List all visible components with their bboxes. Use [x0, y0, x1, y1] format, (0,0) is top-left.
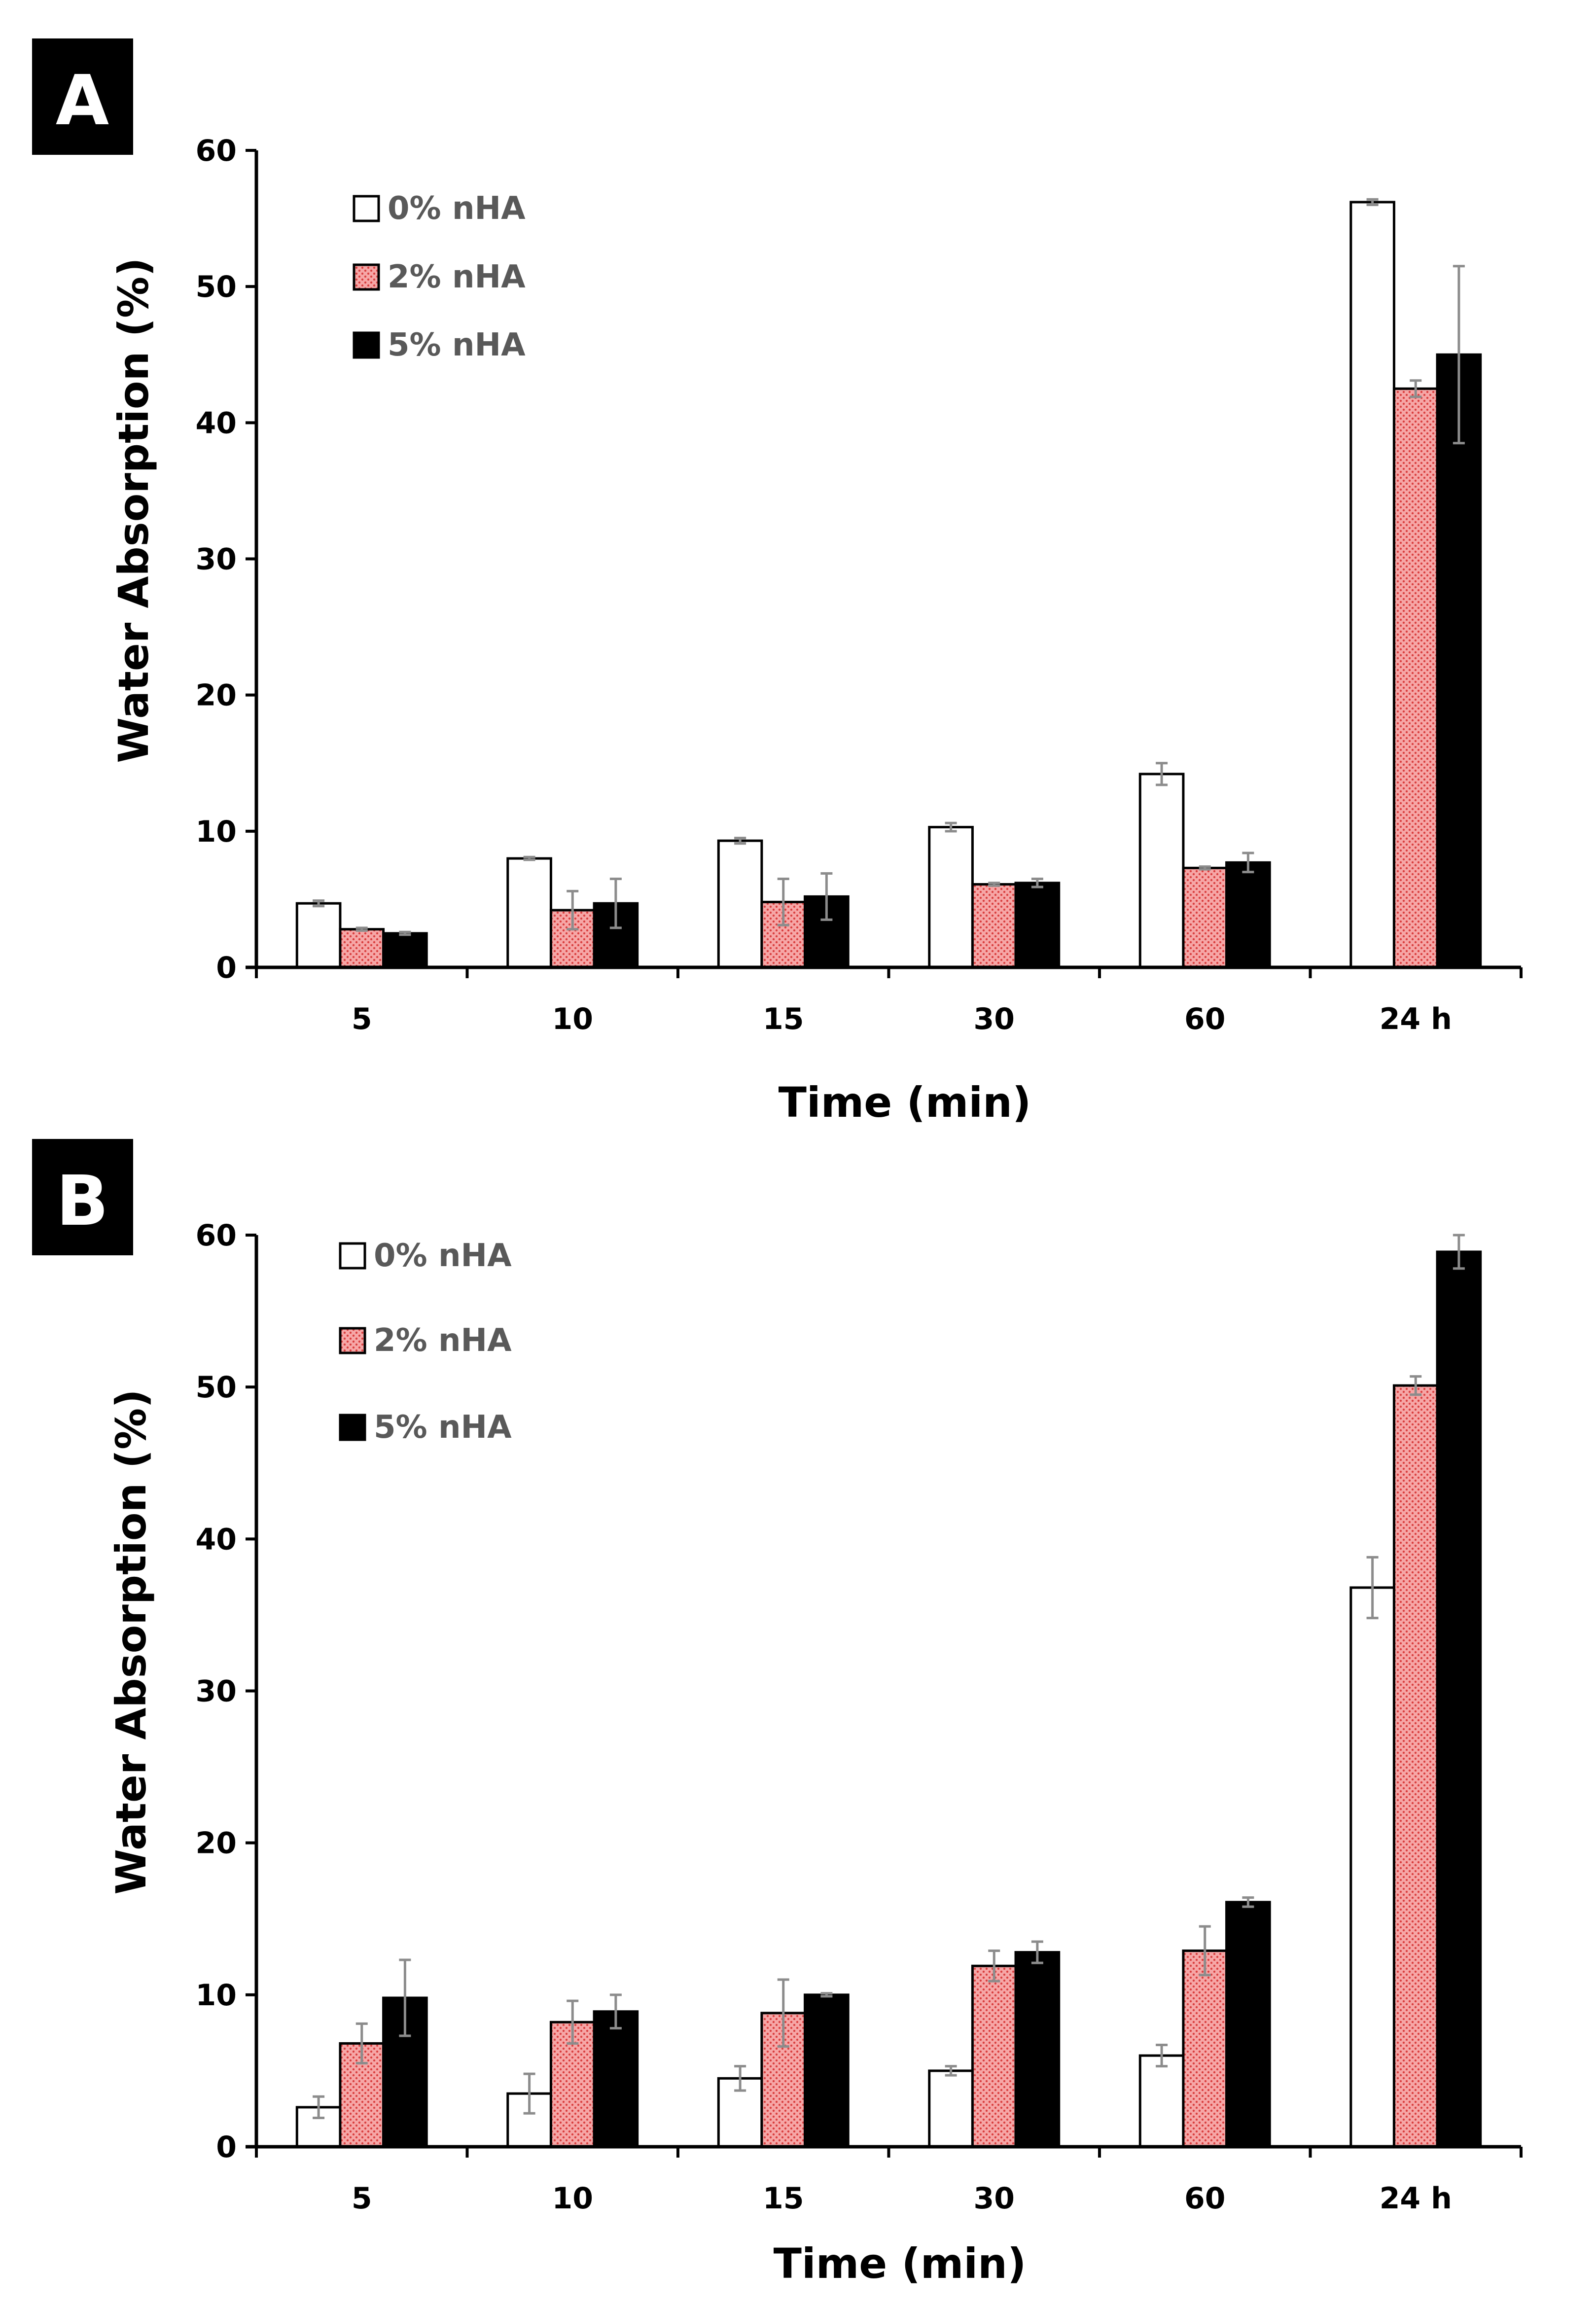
bar-b-5pct-2	[804, 1993, 850, 2148]
y-tick-label-a-5: 50	[196, 270, 237, 304]
x-tick-label-a-5: 24 h	[1380, 1002, 1452, 1036]
y-tick-label-b-4: 40	[196, 1522, 237, 1557]
y-tick-label-a-6: 60	[196, 134, 237, 168]
bar-a-2pct-3	[971, 883, 1017, 969]
chart-panel-a: A 0 10 20 30 40 50 60 5 10 15 30 60 24 h 0% nHA 2% nHA…	[32, 38, 1523, 1127]
bar-a-0pct-5	[1349, 201, 1395, 969]
legend-swatch-b-0pct	[339, 1242, 366, 1270]
bar-b-2pct-3	[971, 1964, 1017, 2148]
panel-label-a-text: A	[56, 61, 109, 141]
y-tick-label-b-3: 30	[196, 1674, 237, 1709]
plot-area-b: 0 10 20 30 40 50 60 5 10 15 30 60 24 h 0% nHA 2% nHA 5%…	[196, 1218, 1523, 2216]
legend-swatch-a-5pct	[353, 331, 380, 359]
x-tick-label-b-5: 24 h	[1380, 2181, 1452, 2216]
x-tick-label-b-1: 10	[552, 2181, 594, 2216]
x-tick-label-a-3: 30	[974, 1002, 1015, 1036]
bar-a-0pct-3	[928, 826, 974, 969]
bar-b-0pct-4	[1138, 2054, 1185, 2148]
y-tick-label-b-5: 50	[196, 1370, 237, 1405]
y-tick-label-a-1: 10	[196, 815, 237, 849]
bar-a-5pct-4	[1225, 861, 1271, 969]
x-tick-label-a-0: 5	[352, 1002, 372, 1036]
bar-a-0pct-4	[1138, 773, 1185, 969]
y-tick-label-b-6: 60	[196, 1218, 237, 1253]
bar-b-5pct-3	[1014, 1951, 1061, 2148]
plot-area-a: 0 10 20 30 40 50 60 5 10 15 30 60 24 h 0% nHA 2% nHA 5%…	[196, 134, 1523, 1036]
bar-a-5pct-0	[382, 932, 428, 969]
legend-label-b-2pct: 2% nHA	[374, 1322, 512, 1359]
panel-label-a: A	[32, 38, 133, 155]
x-tick-label-a-2: 15	[763, 1002, 804, 1036]
bar-b-5pct-0	[382, 1996, 428, 2148]
y-axis-title-a: Water Absorption (%)	[109, 257, 158, 763]
bar-b-5pct-4	[1225, 1901, 1271, 2148]
bar-b-2pct-5	[1392, 1384, 1439, 2148]
x-tick-label-b-2: 15	[763, 2181, 804, 2216]
panel-label-b: B	[32, 1139, 133, 1255]
panel-label-a-box	[32, 38, 133, 155]
bar-a-0pct-2	[717, 839, 763, 969]
y-tick-label-a-2: 20	[196, 678, 237, 713]
bar-a-5pct-5	[1436, 353, 1482, 969]
x-tick-label-b-0: 5	[352, 2181, 372, 2216]
legend-swatch-b-2pct	[339, 1327, 366, 1354]
x-tick-label-b-4: 60	[1184, 2181, 1226, 2216]
legend-swatch-a-2pct	[353, 263, 380, 291]
bar-b-0pct-5	[1349, 1586, 1395, 2148]
x-tick-label-b-3: 30	[974, 2181, 1015, 2216]
y-axis-title-b: Water Absorption (%)	[107, 1389, 155, 1894]
y-tick-label-b-0: 0	[216, 2130, 237, 2164]
x-axis-title-b: Time (min)	[774, 2239, 1027, 2288]
bar-b-5pct-5	[1436, 1250, 1482, 2148]
y-tick-label-b-1: 10	[196, 1978, 237, 2013]
bar-a-0pct-1	[506, 857, 552, 969]
legend-label-a-5pct: 5% nHA	[388, 327, 526, 363]
bar-a-5pct-3	[1014, 882, 1061, 969]
panel-label-b-box	[32, 1139, 133, 1255]
chart-panel-b: B 0 10 20 30 40 50 60 5 10 15 30 60 24 h 0% nHA 2% nHA…	[32, 1139, 1523, 2288]
y-tick-label-a-3: 30	[196, 542, 237, 577]
bar-a-2pct-4	[1182, 866, 1228, 969]
y-tick-label-a-4: 40	[196, 406, 237, 440]
legend-label-b-5pct: 5% nHA	[374, 1409, 512, 1446]
panel-label-b-text: B	[56, 1161, 109, 1242]
legend-label-b-0pct: 0% nHA	[374, 1238, 512, 1274]
legend-swatch-a-0pct	[353, 195, 380, 222]
bar-b-5pct-1	[593, 2010, 639, 2148]
x-tick-label-a-4: 60	[1184, 1002, 1226, 1036]
y-tick-label-a-0: 0	[216, 951, 237, 985]
bar-b-0pct-3	[928, 2069, 974, 2148]
y-tick-label-b-2: 20	[196, 1826, 237, 1861]
bar-a-2pct-0	[339, 928, 385, 969]
bar-b-2pct-4	[1182, 1949, 1228, 2148]
legend-label-a-0pct: 0% nHA	[388, 190, 526, 227]
bar-a-2pct-5	[1392, 387, 1439, 969]
x-axis-title-a: Time (min)	[779, 1078, 1031, 1127]
x-tick-label-a-1: 10	[552, 1002, 594, 1036]
legend-swatch-b-5pct	[339, 1414, 366, 1441]
legend-label-a-2pct: 2% nHA	[388, 259, 526, 295]
bar-a-0pct-0	[295, 902, 342, 969]
